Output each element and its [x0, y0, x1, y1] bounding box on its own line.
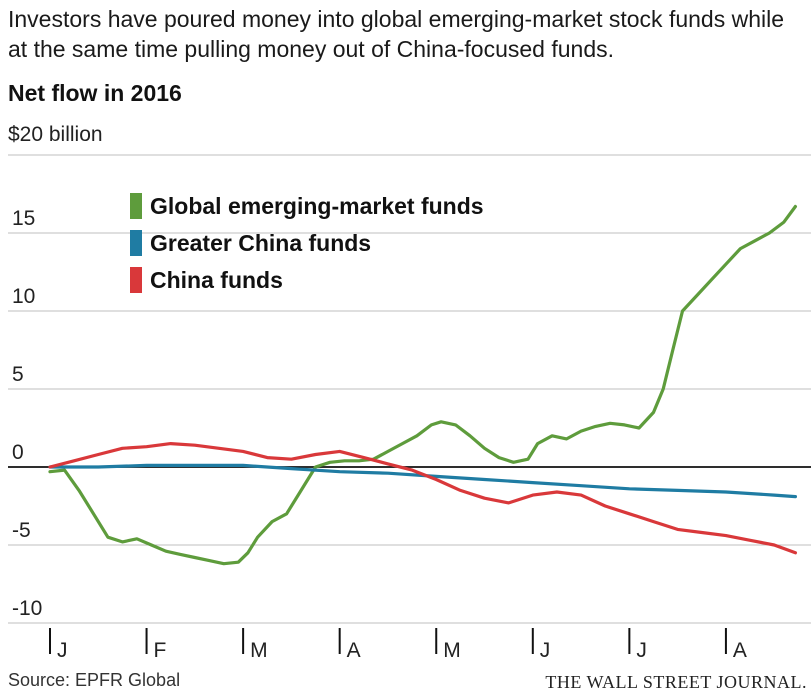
- series-line-0: [48, 204, 798, 566]
- chart-subtitle: Investors have poured money into global …: [8, 6, 785, 62]
- x-tick-label: J: [636, 639, 647, 662]
- legend-label: Global emerging-market funds: [150, 193, 484, 219]
- y-tick-label: 0: [12, 441, 24, 464]
- legend-label: China funds: [150, 267, 283, 293]
- x-tick-label: F: [154, 639, 167, 662]
- series-line-1: [48, 463, 798, 499]
- y-tick-label: -5: [12, 519, 31, 542]
- chart-title: Net flow in 2016: [8, 80, 182, 106]
- y-tick-labels: 15 10 5 0 -5 -10: [12, 207, 42, 620]
- legend-swatch: [130, 230, 142, 256]
- y-tick-label: 10: [12, 285, 35, 308]
- x-tick-label: J: [540, 639, 551, 662]
- gridlines: [8, 154, 811, 624]
- publisher-logo: THE WALL STREET JOURNAL.: [545, 672, 807, 692]
- x-tick-label: J: [57, 639, 68, 662]
- legend-swatch: [130, 193, 142, 219]
- source-note: Source: EPFR Global: [8, 670, 181, 690]
- legend-label: Greater China funds: [150, 230, 371, 256]
- y-axis-unit-label: $20 billion: [8, 123, 103, 146]
- legend: Global emerging-market funds Greater Chin…: [130, 193, 484, 293]
- series-lines: [48, 204, 798, 566]
- y-tick-label: 15: [12, 207, 35, 230]
- y-tick-label: 5: [12, 363, 24, 386]
- x-tick-label: A: [347, 639, 361, 662]
- series-line-2: [48, 442, 798, 555]
- x-tick-label: A: [733, 639, 747, 662]
- x-tick-label: M: [250, 639, 268, 662]
- y-tick-label: -10: [12, 597, 42, 620]
- legend-swatch: [130, 267, 142, 293]
- x-tick-label: M: [443, 639, 461, 662]
